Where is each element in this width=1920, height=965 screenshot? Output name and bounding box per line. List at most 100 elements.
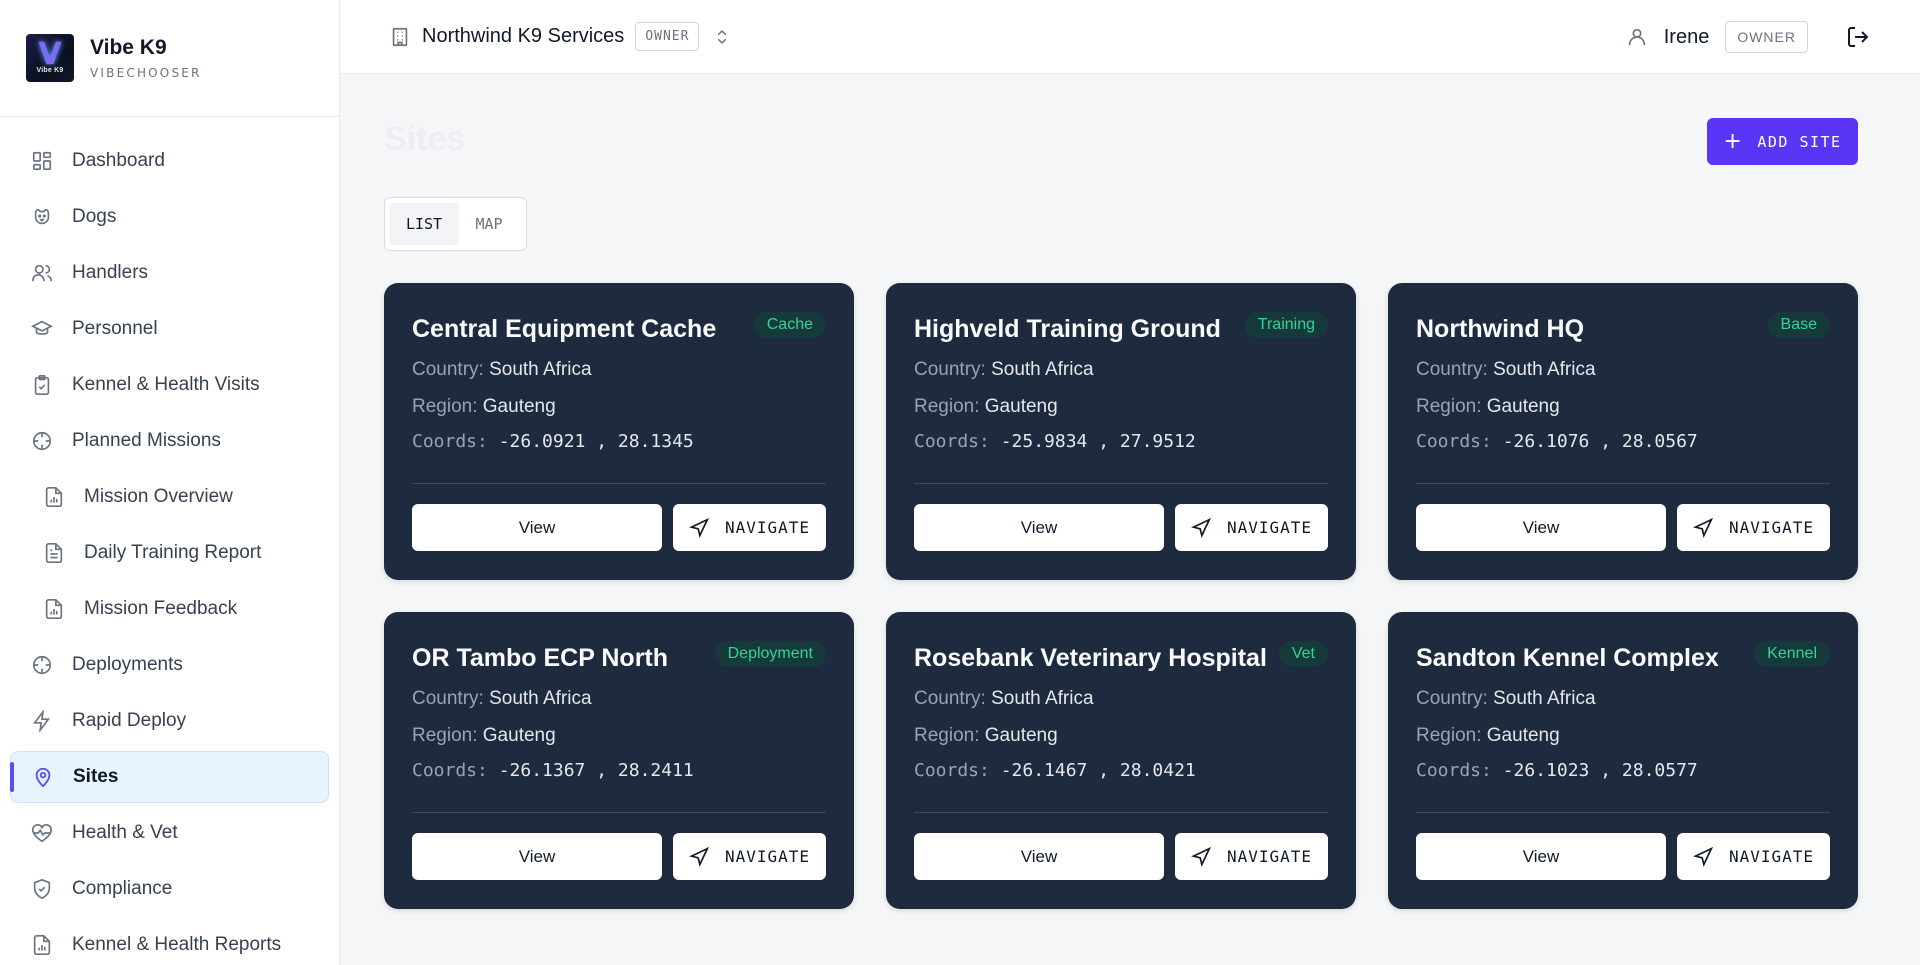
- site-region: Region: Gauteng: [1416, 725, 1560, 746]
- site-coords: Coords: -25.9834 , 27.9512: [914, 431, 1196, 452]
- navigate-button[interactable]: NAVIGATE: [1677, 504, 1830, 551]
- site-country: Country: South Africa: [412, 688, 592, 709]
- sidebar-item-planned-missions[interactable]: Planned Missions: [10, 415, 329, 467]
- navigation-arrow-icon: [689, 846, 710, 867]
- navigation-arrow-icon: [1693, 846, 1714, 867]
- site-coords: Coords: -26.1467 , 28.0421: [914, 760, 1196, 781]
- site-name: Highveld Training Ground: [914, 315, 1221, 343]
- view-site-button[interactable]: View: [914, 504, 1164, 551]
- chevron-up-down-icon[interactable]: [713, 28, 731, 46]
- sidebar-item-personnel[interactable]: Personnel: [10, 303, 329, 355]
- list-view-tab[interactable]: LIST: [389, 203, 459, 245]
- view-site-button[interactable]: View: [1416, 504, 1666, 551]
- view-site-button[interactable]: View: [914, 833, 1164, 880]
- sidebar-item-dogs[interactable]: Dogs: [10, 191, 329, 243]
- sidebar-item-health-vet[interactable]: Health & Vet: [10, 807, 329, 859]
- logout-icon[interactable]: [1846, 25, 1870, 49]
- site-coords: Coords: -26.1076 , 28.0567: [1416, 431, 1698, 452]
- site-coords: Coords: -26.1023 , 28.0577: [1416, 760, 1698, 781]
- add-site-label: ADD SITE: [1757, 132, 1842, 151]
- sidebar-item-label: Compliance: [72, 878, 173, 899]
- view-toggle: LIST MAP: [384, 197, 527, 251]
- sidebar-item-mission-feedback[interactable]: Mission Feedback: [10, 583, 329, 635]
- site-name: Sandton Kennel Complex: [1416, 644, 1719, 672]
- view-site-button[interactable]: View: [412, 833, 662, 880]
- sidebar-item-label: Handlers: [72, 262, 149, 283]
- site-card: Rosebank Veterinary Hospital Vet Country…: [886, 612, 1356, 909]
- page-title: Sites: [384, 120, 466, 158]
- view-site-button[interactable]: View: [412, 504, 662, 551]
- site-region: Region: Gauteng: [1416, 396, 1560, 417]
- map-view-tab[interactable]: MAP: [475, 215, 503, 233]
- navigation-arrow-icon: [1191, 517, 1212, 538]
- card-divider: [412, 812, 826, 813]
- sidebar-item-label: Daily Training Report: [84, 542, 262, 563]
- card-divider: [1416, 483, 1830, 484]
- sidebar-item-rapid-deploy[interactable]: Rapid Deploy: [10, 695, 329, 747]
- sidebar-item-label: Sites: [73, 766, 119, 787]
- sidebar-item-dashboard[interactable]: Dashboard: [10, 135, 329, 187]
- brand-subtitle: VIBECHOOSER: [90, 66, 202, 80]
- site-type-badge: Cache: [753, 312, 826, 338]
- sidebar-item-label: Dogs: [72, 206, 117, 227]
- brand-title: Vibe K9: [90, 36, 167, 59]
- site-region: Region: Gauteng: [412, 396, 556, 417]
- site-type-badge: Vet: [1278, 641, 1328, 667]
- file-chart-icon: [30, 933, 54, 957]
- card-divider: [412, 483, 826, 484]
- site-country: Country: South Africa: [1416, 688, 1596, 709]
- sidebar-nav: Dashboard Dogs Handlers Personnel Kennel…: [0, 117, 339, 965]
- sidebar-item-label: Kennel & Health Reports: [72, 934, 282, 955]
- site-card: Highveld Training Ground Training Countr…: [886, 283, 1356, 580]
- map-pin-icon: [31, 765, 55, 789]
- site-country: Country: South Africa: [914, 359, 1094, 380]
- building-icon: [389, 26, 411, 48]
- site-card: Central Equipment Cache Cache Country: S…: [384, 283, 854, 580]
- shield-check-icon: [30, 877, 54, 901]
- user-icon: [1626, 26, 1648, 48]
- site-name: Central Equipment Cache: [412, 315, 717, 343]
- sidebar-item-handlers[interactable]: Handlers: [10, 247, 329, 299]
- card-divider: [1416, 812, 1830, 813]
- sidebar-item-label: Mission Feedback: [84, 598, 238, 619]
- site-name: Northwind HQ: [1416, 315, 1585, 343]
- sidebar-item-kennel-health-reports[interactable]: Kennel & Health Reports: [10, 919, 329, 965]
- sidebar-item-sites[interactable]: Sites: [10, 751, 329, 803]
- sidebar-item-mission-overview[interactable]: Mission Overview: [10, 471, 329, 523]
- add-site-button[interactable]: + ADD SITE: [1707, 118, 1858, 165]
- sidebar-item-label: Planned Missions: [72, 430, 221, 451]
- site-coords: Coords: -26.0921 , 28.1345: [412, 431, 694, 452]
- heart-pulse-icon: [30, 821, 54, 845]
- org-switcher[interactable]: Northwind K9 Services OWNER: [389, 22, 731, 51]
- sidebar-item-label: Dashboard: [72, 150, 165, 171]
- sidebar-item-daily-training-report[interactable]: Daily Training Report: [10, 527, 329, 579]
- user-role-badge: OWNER: [1725, 21, 1808, 53]
- file-chart-icon: [42, 597, 66, 621]
- navigate-button[interactable]: NAVIGATE: [1677, 833, 1830, 880]
- sidebar-item-label: Kennel & Health Visits: [72, 374, 260, 395]
- brand[interactable]: V Vibe K9 Vibe K9 VIBECHOOSER: [0, 0, 339, 117]
- sidebar-item-label: Mission Overview: [84, 486, 233, 507]
- navigate-button[interactable]: NAVIGATE: [1175, 833, 1328, 880]
- sites-grid: Central Equipment Cache Cache Country: S…: [384, 283, 1858, 909]
- site-region: Region: Gauteng: [914, 396, 1058, 417]
- users-icon: [30, 261, 54, 285]
- sidebar-item-kennel-health-visits[interactable]: Kennel & Health Visits: [10, 359, 329, 411]
- sidebar-item-deployments[interactable]: Deployments: [10, 639, 329, 691]
- navigate-button[interactable]: NAVIGATE: [1175, 504, 1328, 551]
- site-country: Country: South Africa: [1416, 359, 1596, 380]
- sidebar-item-label: Deployments: [72, 654, 183, 675]
- site-card: Sandton Kennel Complex Kennel Country: S…: [1388, 612, 1858, 909]
- navigate-button[interactable]: NAVIGATE: [673, 504, 826, 551]
- sidebar-item-compliance[interactable]: Compliance: [10, 863, 329, 915]
- site-type-badge: Deployment: [714, 641, 826, 667]
- site-type-badge: Base: [1767, 312, 1830, 338]
- site-name: OR Tambo ECP North: [412, 644, 669, 672]
- site-country: Country: South Africa: [412, 359, 592, 380]
- navigate-button[interactable]: NAVIGATE: [673, 833, 826, 880]
- clipboard-icon: [30, 373, 54, 397]
- view-site-button[interactable]: View: [1416, 833, 1666, 880]
- crosshair-icon: [30, 429, 54, 453]
- site-region: Region: Gauteng: [914, 725, 1058, 746]
- user-name: Irene: [1663, 25, 1710, 48]
